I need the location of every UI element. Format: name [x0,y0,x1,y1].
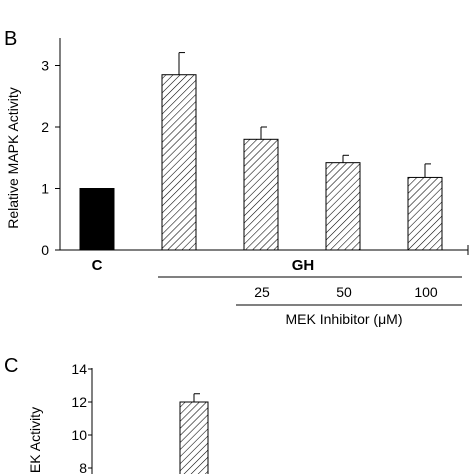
panel-b-y-tick-label: 3 [41,58,49,74]
bar-gh-4 [407,176,443,251]
panel-c-y-tick-label: 10 [71,427,87,443]
gh-group-label: GH [292,257,315,274]
bar-control [79,188,115,251]
dose-label-100: 100 [414,284,438,300]
inhibitor-label: MEK Inhibitor (μM) [286,311,403,327]
panel-b-letter: B [4,28,17,50]
dose-label-25: 25 [254,284,270,300]
panel-b: B Relative MAPK Activity 0 1 2 3 C GH 25 50… [4,28,469,327]
panel-c: C EK Activity 8 10 12 14 [4,355,209,474]
panel-b-bars [79,52,443,251]
bar-gh-2 [243,138,279,251]
panel-c-y-tick-label: 14 [71,361,87,377]
bar-gh-1 [161,74,197,251]
x-tick-label-control: C [92,257,103,274]
panel-c-bars [179,393,209,474]
panel-b-y-tick-label: 2 [41,119,49,135]
panel-c-y-tick-label: 8 [79,460,87,474]
dose-label-50: 50 [336,284,352,300]
panel-b-y-ticks: 0 1 2 3 [41,58,60,258]
bar-gh-3 [325,162,361,251]
panel-b-y-tick-label: 1 [41,181,49,197]
panel-b-y-axis-label: Relative MAPK Activity [5,87,21,229]
panel-c-bar-gh [179,401,209,474]
panel-c-y-ticks: 8 10 12 14 [71,361,92,474]
panel-c-y-tick-label: 12 [71,394,87,410]
panel-b-y-tick-label: 0 [41,242,49,258]
panel-c-y-axis-label: EK Activity [27,407,43,473]
panel-c-letter: C [4,355,18,377]
